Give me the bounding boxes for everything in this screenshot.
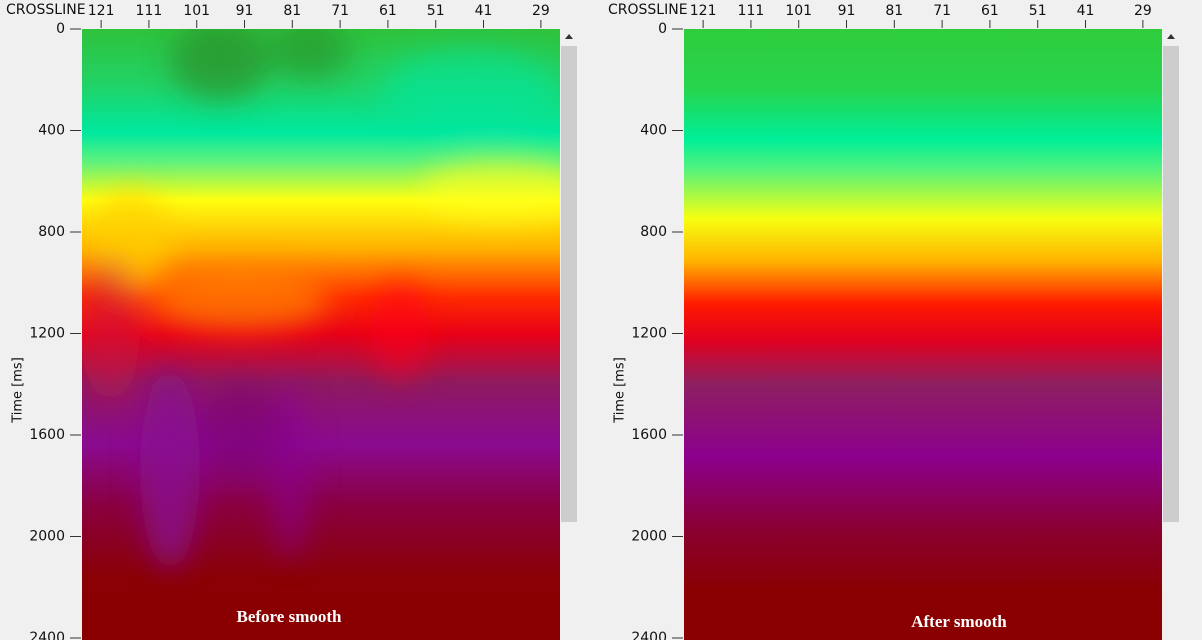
x-tick-label: 51 bbox=[1029, 3, 1047, 19]
x-tick-label: 41 bbox=[1077, 3, 1095, 19]
left-field bbox=[82, 29, 578, 640]
scroll-up-arrow[interactable] bbox=[1167, 34, 1175, 39]
y-tick-label: 0 bbox=[56, 21, 65, 37]
heatmap-texture bbox=[82, 29, 560, 570]
y-tick-label: 2400 bbox=[631, 630, 667, 640]
annotation: Before smooth bbox=[237, 607, 343, 626]
y-tick-label: 400 bbox=[640, 123, 667, 139]
x-tick-label: 51 bbox=[427, 3, 445, 19]
x-tick-label: 71 bbox=[933, 3, 951, 19]
x-tick-label: 41 bbox=[475, 3, 493, 19]
y-tick-label: 1200 bbox=[631, 326, 667, 342]
y-tick-label: 800 bbox=[38, 224, 65, 240]
y-tick-label: 400 bbox=[38, 123, 65, 139]
y-tick-label: 1600 bbox=[29, 427, 65, 443]
x-tick-label: 91 bbox=[838, 3, 856, 19]
scrollbar-thumb[interactable] bbox=[1163, 46, 1179, 522]
y-axis-label: Time [ms] bbox=[11, 357, 26, 424]
x-tick-label: 81 bbox=[283, 3, 301, 19]
scrollbar-thumb[interactable] bbox=[561, 46, 577, 522]
x-tick-label: 61 bbox=[379, 3, 397, 19]
y-tick-label: 2000 bbox=[631, 529, 667, 545]
x-tick-label: 81 bbox=[885, 3, 903, 19]
y-axis-label: Time [ms] bbox=[613, 357, 628, 424]
x-tick-label: 71 bbox=[331, 3, 349, 19]
right-field bbox=[684, 29, 1180, 640]
y-tick-label: 800 bbox=[640, 224, 667, 240]
y-tick-label: 1200 bbox=[29, 326, 65, 342]
x-axis-label: CROSSLINE bbox=[6, 2, 86, 18]
x-tick-label: 121 bbox=[88, 3, 115, 19]
x-tick-label: 101 bbox=[183, 3, 210, 19]
x-tick-label: 111 bbox=[136, 3, 163, 19]
x-axis-label: CROSSLINE bbox=[608, 2, 688, 18]
scroll-up-arrow[interactable] bbox=[565, 34, 573, 39]
y-tick-label: 0 bbox=[658, 21, 667, 37]
annotation: After smooth bbox=[911, 612, 1007, 631]
heatmap-field bbox=[684, 29, 1162, 640]
x-tick-label: 121 bbox=[690, 3, 717, 19]
x-tick-label: 29 bbox=[532, 3, 550, 19]
y-tick-label: 1600 bbox=[631, 427, 667, 443]
x-tick-label: 29 bbox=[1134, 3, 1152, 19]
x-tick-label: 101 bbox=[785, 3, 812, 19]
y-tick-label: 2000 bbox=[29, 529, 65, 545]
x-tick-label: 91 bbox=[236, 3, 254, 19]
x-tick-label: 61 bbox=[981, 3, 999, 19]
x-tick-label: 111 bbox=[738, 3, 765, 19]
y-tick-label: 2400 bbox=[29, 630, 65, 640]
